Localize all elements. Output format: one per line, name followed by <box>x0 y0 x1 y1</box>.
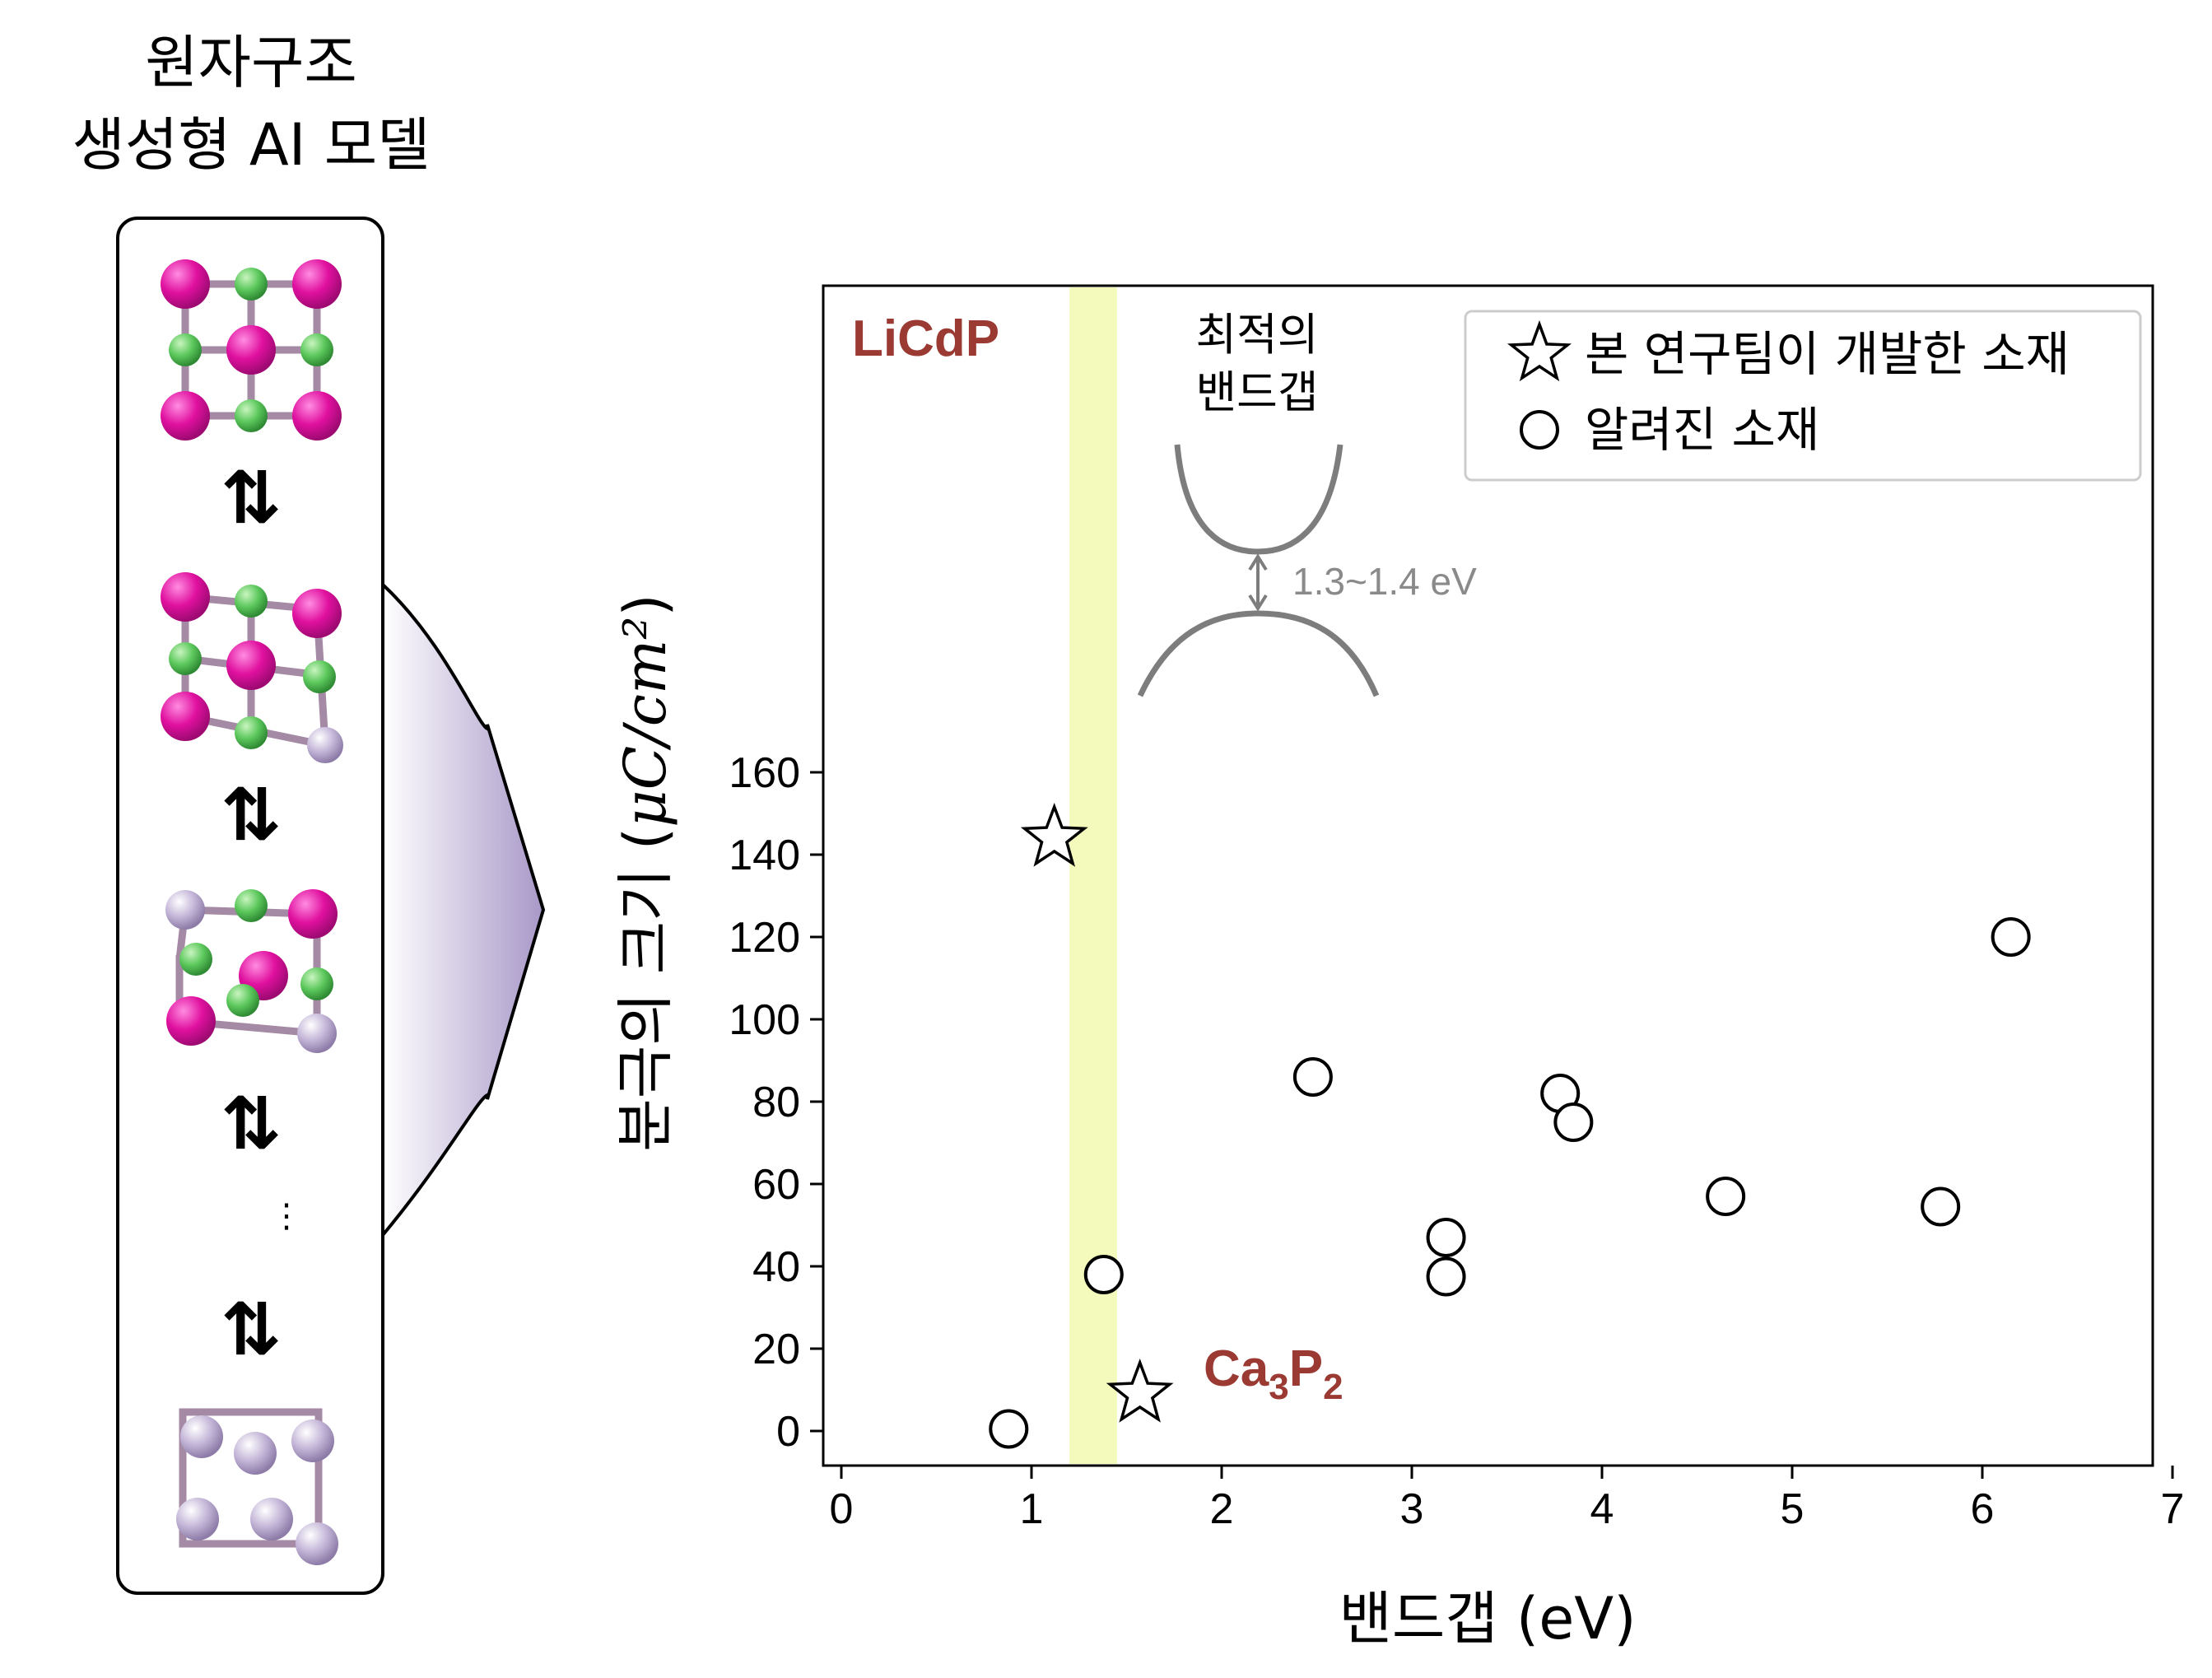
y-tick-label: 60 <box>752 1161 800 1209</box>
legend-star-shape <box>1506 319 1572 382</box>
y-tick-label: 20 <box>752 1326 800 1373</box>
equilibrium-arrows-4: ⇅ <box>221 1287 282 1372</box>
left-title-line1: 원자구조 <box>145 29 357 96</box>
x-tick-label: 6 <box>1971 1485 1995 1533</box>
legend-label-known: 알려진 소재 <box>1585 402 1819 458</box>
generation-arrow-icon <box>381 580 546 1240</box>
point-label-ca3p2: Ca3P2 <box>1204 1340 1343 1407</box>
circle-marker <box>1706 1177 1746 1216</box>
atomic-structure-2 <box>161 572 343 763</box>
legend-box <box>1464 310 2142 482</box>
x-tick-label: 1 <box>1020 1485 1044 1533</box>
y-tick-label: 40 <box>752 1243 800 1291</box>
equilibrium-arrows-3: ⇅ <box>221 1081 282 1166</box>
x-tick-label: 7 <box>2161 1485 2185 1533</box>
equilibrium-arrows-2: ⇅ <box>221 772 282 857</box>
y-tick-label: 0 <box>776 1408 800 1456</box>
bandgap-value-label: 1.3~1.4 eV <box>1292 560 1477 603</box>
optimal-bandgap-label-1: 최적의 <box>1195 309 1318 361</box>
svg-text:분극의 크기 (μC/cm²): 분극의 크기 (μC/cm²) <box>612 594 679 1151</box>
equilibrium-arrows-1: ⇅ <box>221 455 282 540</box>
y-axis-label-close: ) <box>612 594 679 616</box>
x-axis-label: 밴드갭 (eV) <box>1339 1585 1636 1652</box>
star-marker <box>1106 1359 1174 1423</box>
circle-marker <box>1292 1057 1333 1097</box>
x-tick-label: 5 <box>1781 1485 1805 1533</box>
legend-star-icon <box>1506 319 1572 382</box>
band-diagram-icon <box>1137 444 1380 697</box>
y-axis-label-text: 분극의 크기 ( <box>612 827 679 1152</box>
circle-marker <box>1991 917 2031 957</box>
y-tick-label: 160 <box>729 749 800 797</box>
circle-marker <box>1921 1186 1961 1227</box>
legend: 본 연구팀이 개발한 소재 알려진 소재 <box>1464 310 2142 482</box>
atomic-structure-4 <box>176 1408 338 1565</box>
star-marker <box>1020 803 1088 867</box>
left-title-line2: 생성형 AI 모델 <box>72 111 430 179</box>
point-label-licdp: LiCdP <box>852 310 999 367</box>
circle-marker <box>1426 1256 1466 1297</box>
y-tick-label: 80 <box>752 1079 800 1126</box>
plot-frame <box>822 284 2154 1467</box>
x-axis-ticks: 0 1 2 3 4 5 6 7 <box>830 1466 2185 1533</box>
circle-marker <box>1553 1102 1594 1142</box>
ellipsis-icon: ⋮ <box>270 1197 303 1235</box>
y-axis-label-unit: μC/cm² <box>612 617 679 827</box>
legend-circle-icon <box>1520 410 1559 450</box>
atomic-structure-3 <box>165 889 338 1053</box>
x-tick-label: 0 <box>830 1485 854 1533</box>
y-tick-label: 100 <box>729 996 800 1044</box>
data-points <box>989 803 2031 1449</box>
x-tick-label: 3 <box>1400 1485 1424 1533</box>
x-tick-label: 2 <box>1210 1485 1234 1533</box>
optimal-bandgap-label-2: 밴드갭 <box>1195 366 1318 418</box>
y-tick-label: 140 <box>729 832 800 879</box>
atomic-structure-1 <box>161 259 342 440</box>
circle-marker <box>1083 1255 1124 1294</box>
y-tick-label: 120 <box>729 914 800 962</box>
y-axis-label: 분극의 크기 (μC/cm²) <box>612 594 679 1151</box>
y-axis-ticks: 0 20 40 60 80 100 120 140 160 <box>729 749 823 1456</box>
circle-marker <box>1426 1218 1466 1257</box>
circle-marker <box>989 1409 1029 1449</box>
legend-label-developed: 본 연구팀이 개발한 소재 <box>1585 326 2070 382</box>
x-tick-label: 4 <box>1590 1485 1614 1533</box>
